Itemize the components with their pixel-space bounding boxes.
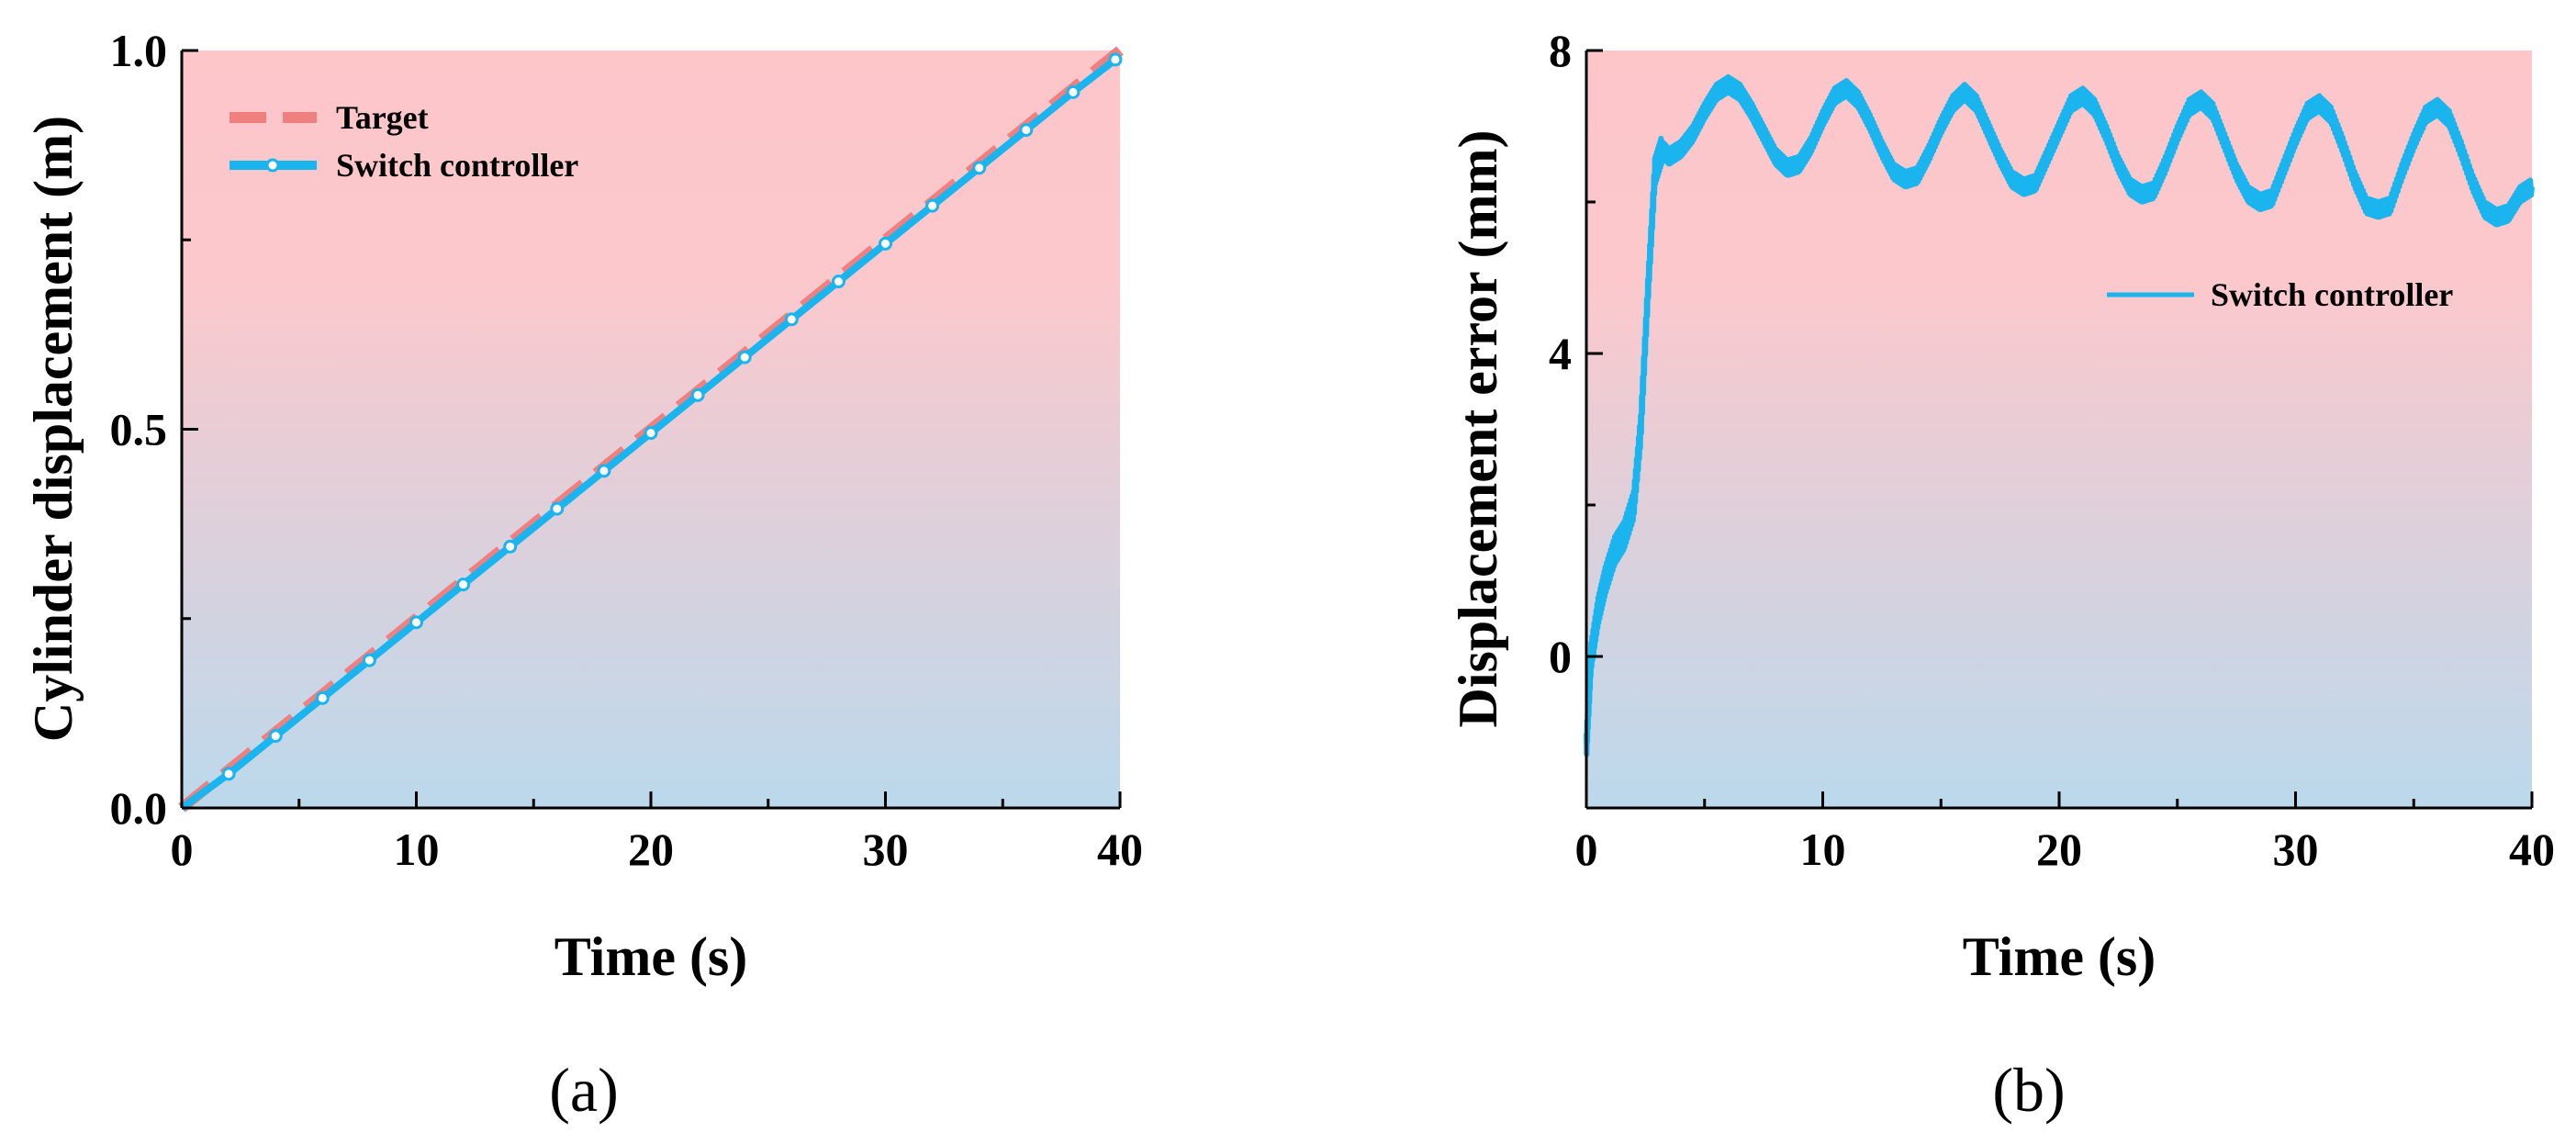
series-marker-0-1-6: [456, 578, 471, 592]
series-marker-0-1-1: [221, 767, 236, 781]
series-marker-0-1-15: [879, 236, 892, 251]
legend-target-label: Target: [336, 99, 429, 136]
x-tick-label-1-2: 20: [2036, 824, 2082, 875]
y-tick-label-0-1: 0.5: [110, 404, 168, 455]
series-marker-0-1-11: [690, 387, 705, 402]
y-tick-label-1-1: 4: [1549, 328, 1572, 379]
series-marker-0-1-3: [315, 690, 330, 705]
panel-a-series-group: [178, 46, 1124, 813]
x-tick-label-0-3: 30: [863, 824, 909, 875]
legend-b-switch-label: Switch controller: [2211, 276, 2453, 313]
series-line-1-0: [1584, 73, 2535, 757]
panel-b-ticks: 0 10 20 30 40 0 4 8: [1549, 25, 2555, 875]
x-tick-label-0-4: 40: [1097, 824, 1143, 875]
panel-a-x-title: Time (s): [554, 926, 748, 987]
panel-b-plot-area: [1586, 50, 2532, 808]
panel-b-label: (b): [1992, 1055, 2065, 1125]
series-marker-0-1-14: [831, 275, 846, 289]
series-marker-0-1-17: [972, 161, 987, 175]
series-marker-0-1-18: [1019, 123, 1034, 138]
panel-a-legend: Target Switch controller: [230, 99, 578, 184]
series-marker-0-1-16: [925, 198, 940, 213]
panel-b-x-title: Time (s): [1963, 926, 2156, 987]
panel-b-series-group: [1584, 73, 2535, 757]
panel-a-chart: 0 10 20 30 40 0.0 0.5 1.0 Target Switch control…: [23, 25, 1143, 1125]
y-tick-label-1-0: 0: [1549, 631, 1572, 682]
x-tick-label-1-0: 0: [1575, 824, 1598, 875]
x-tick-label-0-2: 20: [628, 824, 674, 875]
y-tick-label-0-2: 1.0: [110, 25, 168, 76]
x-tick-label-1-1: 10: [1800, 824, 1846, 875]
series-marker-0-1-19: [1066, 84, 1081, 99]
series-marker-0-1-12: [737, 350, 752, 365]
legend-switch-label: Switch controller: [336, 147, 578, 184]
x-tick-label-0-0: 0: [171, 824, 194, 875]
x-tick-label-1-3: 30: [2273, 824, 2319, 875]
y-tick-label-1-2: 8: [1549, 25, 1572, 76]
series-marker-0-1-10: [644, 426, 658, 441]
panel-b-y-title: Displacement error (mm): [1448, 130, 1508, 728]
series-marker-0-1-4: [362, 653, 376, 667]
series-marker-0-1-9: [597, 464, 611, 478]
panel-a-ticks: 0 10 20 30 40 0.0 0.5 1.0: [110, 25, 1144, 875]
panel-a-label: (a): [549, 1055, 618, 1125]
series-marker-0-1-8: [550, 501, 565, 516]
series-marker-0-1-13: [784, 312, 799, 327]
series-marker-0-1-20: [1108, 52, 1123, 67]
legend-switch-marker: [265, 158, 280, 173]
series-marker-0-1-5: [409, 615, 423, 630]
series-marker-0-1-7: [503, 539, 518, 554]
series-marker-0-1-2: [268, 729, 283, 744]
y-tick-label-0-0: 0.0: [110, 782, 168, 834]
x-tick-label-1-4: 40: [2509, 824, 2555, 875]
x-tick-label-0-1: 10: [394, 824, 440, 875]
panel-b-legend: Switch controller: [2107, 276, 2453, 313]
panel-a-y-title: Cylinder displacement (m): [23, 116, 84, 742]
